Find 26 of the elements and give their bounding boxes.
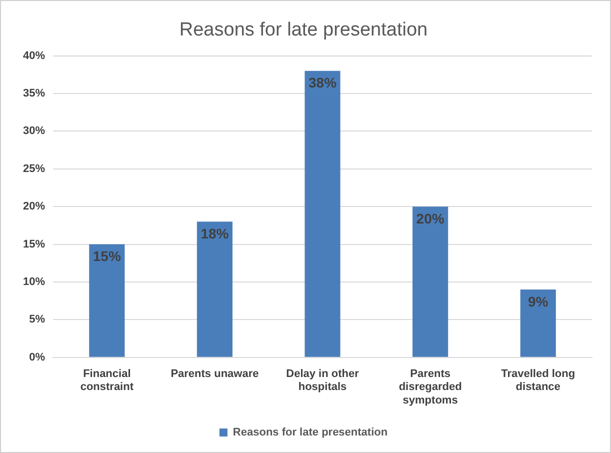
bar (304, 70, 340, 357)
x-tick-label: Travelled long distance (501, 368, 576, 394)
y-tick-label: 25% (22, 162, 46, 175)
data-label: 38% (308, 74, 338, 91)
bar (196, 222, 232, 357)
y-tick-label: 0% (29, 351, 46, 364)
y-tick-label: 5% (29, 314, 46, 326)
legend-label: Reasons for late presentation (232, 426, 388, 439)
y-tick-label: 35% (22, 88, 46, 100)
data-label: 18% (200, 226, 230, 242)
bar (89, 244, 125, 357)
bar (520, 290, 556, 357)
x-tick-label: Parents unaware (170, 368, 259, 380)
x-tick-label: Delay in other hospitals (286, 368, 360, 394)
y-tick-label: 40% (22, 50, 46, 62)
y-tick-label: 30% (22, 125, 46, 138)
y-tick-label: 15% (22, 238, 46, 250)
x-tick-label: Parents disregarded symptoms (398, 368, 462, 406)
y-tick-label: 10% (22, 276, 46, 288)
bar (412, 206, 448, 357)
data-label: 9% (528, 293, 549, 310)
chart-title: Reasons for late presentation (179, 20, 428, 41)
data-label: 20% (416, 210, 445, 226)
data-label: 15% (92, 248, 122, 264)
y-tick-label: 20% (22, 200, 46, 213)
x-tick-label: Financial constraint (80, 368, 134, 394)
